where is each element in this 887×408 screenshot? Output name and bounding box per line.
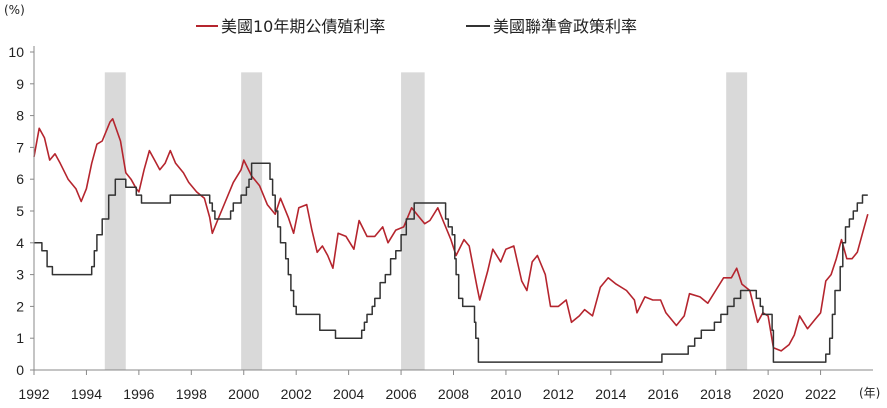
recession-shading xyxy=(104,72,748,371)
y-tick-label: 3 xyxy=(16,267,24,283)
x-tick-label: 1994 xyxy=(71,386,102,402)
x-tick-label: 2000 xyxy=(228,386,259,402)
x-tick-label: 2020 xyxy=(753,386,784,402)
y-tick-label: 1 xyxy=(16,330,24,346)
x-tick-label: 2006 xyxy=(385,386,416,402)
y-tick-label: 4 xyxy=(16,235,24,251)
x-tick-label: 2016 xyxy=(648,386,679,402)
recession-band-3 xyxy=(401,72,425,371)
recession-band-2 xyxy=(241,72,263,371)
y-tick-label: 7 xyxy=(16,139,24,155)
y-tick-label: 10 xyxy=(8,44,24,60)
series-line-fed-rate xyxy=(34,162,868,363)
y-unit-label: (%) xyxy=(4,3,25,17)
x-tick-label: 2012 xyxy=(543,386,574,402)
x-tick-label: 2014 xyxy=(595,386,626,402)
x-tick-label: 2010 xyxy=(490,386,521,402)
x-tick-label: 2004 xyxy=(333,386,364,402)
series-line-treasury-yield xyxy=(33,118,869,352)
x-tick-label: 1992 xyxy=(18,386,49,402)
x-unit-label: (年) xyxy=(859,386,880,400)
legend-label-fed: 美國聯準會政策利率 xyxy=(493,17,637,36)
x-tick-label: 2002 xyxy=(281,386,312,402)
legend: 美國10年期公債殖利率 美國聯準會政策利率 xyxy=(196,17,637,36)
y-tick-label: 2 xyxy=(16,298,24,314)
x-tick-label: 1998 xyxy=(176,386,207,402)
x-tick-label: 2008 xyxy=(438,386,469,402)
recession-band-1 xyxy=(104,72,126,371)
y-tick-label: 9 xyxy=(16,76,24,92)
series-lines xyxy=(33,118,869,363)
legend-label-yield: 美國10年期公債殖利率 xyxy=(221,17,385,36)
y-tick-label: 8 xyxy=(16,108,24,124)
y-tick-label: 5 xyxy=(16,203,24,219)
x-tick-label: 2022 xyxy=(805,386,836,402)
x-tick-label: 2018 xyxy=(700,386,731,402)
axes: 0 1 2 3 4 5 6 7 8 9 10 1992 1994 1996 1998 2000 2002 2004… xyxy=(8,44,873,402)
x-tick-label: 1996 xyxy=(123,386,154,402)
y-tick-label: 0 xyxy=(16,362,24,378)
y-tick-label: 6 xyxy=(16,171,24,187)
recession-band-4 xyxy=(726,72,748,371)
